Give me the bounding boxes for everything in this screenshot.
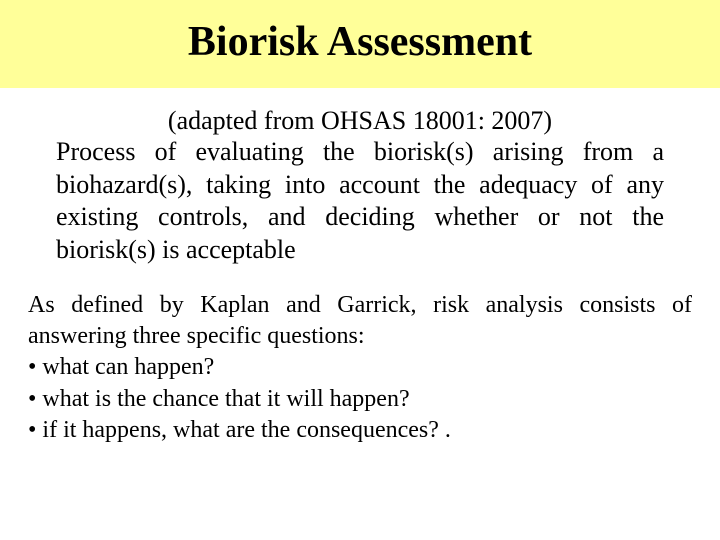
title-banner: Biorisk Assessment bbox=[0, 0, 720, 88]
subtitle-text: (adapted from OHSAS 18001: 2007) bbox=[168, 106, 552, 135]
subtitle-container: (adapted from OHSAS 18001: 2007) bbox=[0, 88, 720, 136]
analysis-intro: As defined by Kaplan and Garrick, risk a… bbox=[28, 290, 692, 352]
bullet-item: • what can happen? bbox=[28, 352, 692, 383]
bullet-item: • what is the chance that it will happen… bbox=[28, 384, 692, 415]
bullet-item: • if it happens, what are the consequenc… bbox=[28, 415, 692, 446]
slide-title: Biorisk Assessment bbox=[0, 18, 720, 66]
definition-paragraph: Process of evaluating the biorisk(s) ari… bbox=[0, 136, 720, 266]
analysis-section: As defined by Kaplan and Garrick, risk a… bbox=[0, 266, 720, 446]
